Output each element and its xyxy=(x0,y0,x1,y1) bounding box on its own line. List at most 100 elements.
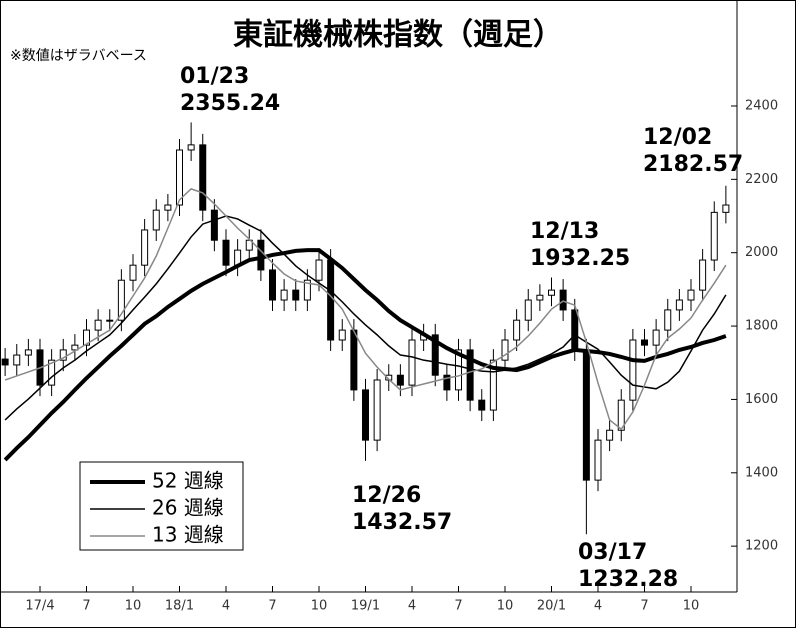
candle-body xyxy=(501,339,509,361)
candle-body xyxy=(466,349,474,401)
annotation-value: 1932.25 xyxy=(530,246,630,271)
candle-body xyxy=(141,229,149,266)
y-tick-label: 2000 xyxy=(745,245,778,260)
candle-body xyxy=(606,429,614,441)
x-tick-label: 4 xyxy=(222,599,230,614)
y-tick-label: 1400 xyxy=(745,465,778,480)
candle-body xyxy=(722,204,730,213)
candle-body xyxy=(548,289,555,296)
candle-body xyxy=(164,204,172,211)
y-tick-label: 2200 xyxy=(745,172,778,187)
candle-body xyxy=(652,329,660,346)
candle-body xyxy=(571,309,579,351)
annotation-value: 1232.28 xyxy=(578,567,678,592)
candle-body xyxy=(617,399,625,431)
candle-body xyxy=(443,374,451,391)
candle-body xyxy=(187,144,195,151)
x-tick-label: 20/1 xyxy=(537,599,566,614)
chart-title: 東証機械株指数（週足） xyxy=(233,18,563,53)
x-tick-label: 17/4 xyxy=(25,599,54,614)
candle-body xyxy=(94,319,102,331)
candle-body xyxy=(106,319,114,322)
candle-body xyxy=(269,269,276,301)
candle-body xyxy=(664,309,672,331)
candle-body xyxy=(710,211,718,261)
candle-body xyxy=(129,264,137,281)
candle-body xyxy=(513,319,521,341)
candle-body xyxy=(210,209,218,241)
annotation-value: 2182.57 xyxy=(643,152,743,177)
x-tick-label: 10 xyxy=(125,599,142,614)
candle-body xyxy=(524,299,532,321)
candle-body xyxy=(582,349,590,481)
candle-body xyxy=(222,239,230,266)
x-tick-label: 7 xyxy=(640,599,648,614)
candle-body xyxy=(303,279,311,301)
candle-body xyxy=(327,259,335,341)
candle-body xyxy=(257,239,265,271)
candle-body xyxy=(71,344,79,351)
candle-body xyxy=(83,329,90,346)
candle-body xyxy=(362,389,369,441)
candle-body xyxy=(280,289,288,301)
x-tick-label: 4 xyxy=(408,599,416,614)
annotation-date: 03/17 xyxy=(578,540,647,565)
candle-body xyxy=(699,259,707,291)
annotation-date: 12/26 xyxy=(352,483,421,508)
candle-body xyxy=(245,239,253,251)
candle-body xyxy=(408,339,416,386)
candle-body xyxy=(641,339,648,346)
y-tick-label: 1200 xyxy=(745,539,778,554)
moving-average-line xyxy=(4,188,727,431)
candle-body xyxy=(338,329,346,341)
candle-body xyxy=(48,359,56,386)
annotation-date: 12/13 xyxy=(530,219,599,244)
candle-body xyxy=(1,358,9,366)
y-tick-label: 2400 xyxy=(745,98,778,113)
candle-body xyxy=(373,379,381,441)
x-tick-label: 10 xyxy=(497,599,514,614)
candle-body xyxy=(478,399,486,411)
y-tick-label: 1800 xyxy=(745,319,778,334)
candle-body xyxy=(315,259,323,281)
candle-body xyxy=(152,209,160,231)
x-tick-label: 7 xyxy=(268,599,276,614)
legend-label: 52 週線 xyxy=(152,469,224,493)
candle-body xyxy=(629,339,637,401)
candle-body xyxy=(176,149,183,206)
legend-label: 13 週線 xyxy=(152,523,224,547)
candle-body xyxy=(559,289,567,311)
x-tick-label: 10 xyxy=(683,599,700,614)
x-tick-label: 18/1 xyxy=(165,599,194,614)
candle-body xyxy=(455,349,462,391)
moving-average-line xyxy=(4,215,727,421)
candle-body xyxy=(117,279,125,321)
x-tick-label: 7 xyxy=(82,599,90,614)
candle-body xyxy=(24,349,32,356)
x-tick-label: 19/1 xyxy=(351,599,380,614)
candle-body xyxy=(396,374,404,386)
candle-body xyxy=(350,329,358,391)
candle-body xyxy=(489,359,497,411)
candle-body xyxy=(594,439,602,481)
candle-body xyxy=(292,289,300,301)
x-tick-label: 10 xyxy=(311,599,328,614)
candle-body xyxy=(675,299,683,311)
annotation-value: 1432.57 xyxy=(352,510,452,535)
candle-body xyxy=(687,289,695,301)
annotation-value: 2355.24 xyxy=(180,91,280,116)
x-tick-label: 4 xyxy=(594,599,602,614)
moving-average-line xyxy=(3,248,727,462)
candle-body xyxy=(59,349,67,361)
subtitle: ※数値はザラバベース xyxy=(10,48,147,64)
annotation-date: 01/23 xyxy=(180,64,249,89)
x-tick-label: 7 xyxy=(454,599,462,614)
candle-body xyxy=(536,294,544,301)
candle-body xyxy=(431,334,439,376)
candle-body xyxy=(13,354,21,366)
y-tick-label: 1600 xyxy=(745,392,778,407)
legend-label: 26 週線 xyxy=(152,496,224,520)
candle-body xyxy=(199,144,207,211)
annotation-date: 12/02 xyxy=(643,125,712,150)
